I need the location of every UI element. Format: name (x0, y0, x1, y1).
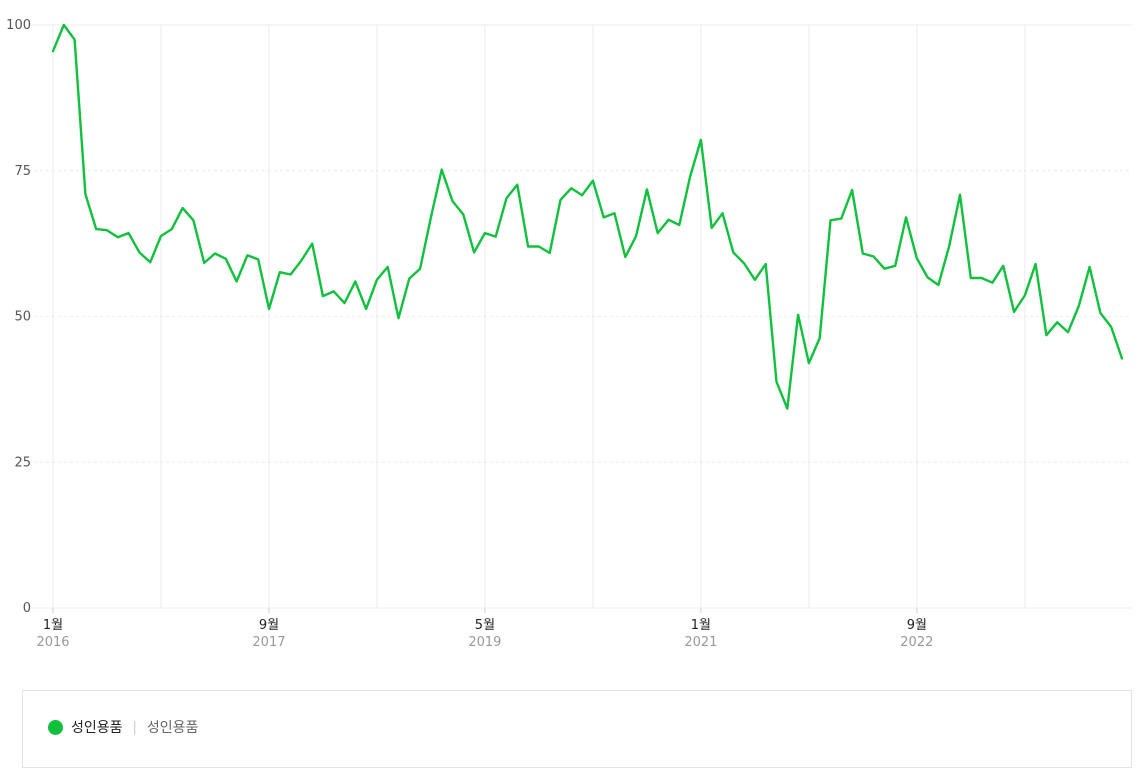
x-tick-month: 5월 (475, 618, 495, 633)
y-tick-label: 100 (6, 18, 31, 33)
y-tick-label: 0 (23, 601, 31, 616)
legend-separator: | (132, 719, 137, 735)
y-tick-label: 50 (14, 310, 31, 325)
x-tick-month: 9월 (259, 618, 279, 633)
x-axis: 1월 2016 9월 2017 5월 2019 1월 2021 9월 2022 (36, 608, 933, 650)
x-tick-year: 2021 (684, 635, 717, 650)
trend-chart: 0 25 50 75 100 1월 2016 9월 2017 5월 2019 1월 2021 9월 202… (6, 18, 1132, 650)
x-tick-month: 9월 (907, 618, 927, 633)
legend-dot-icon (48, 719, 63, 735)
x-tick-year: 2017 (252, 635, 285, 650)
y-tick-label: 75 (14, 164, 31, 179)
y-tick-label: 25 (14, 455, 31, 470)
y-axis: 0 25 50 75 100 (6, 18, 31, 616)
x-tick-month: 1월 (43, 618, 63, 633)
chart-grid (28, 24, 1132, 609)
x-tick-year: 2022 (900, 635, 933, 650)
x-tick-year: 2019 (468, 635, 501, 650)
legend-keyword: 성인용품 (146, 720, 199, 736)
legend-item[interactable]: 성인용품 | 성인용품 (48, 717, 198, 737)
series-line (51, 23, 1124, 410)
legend: 성인용품 | 성인용품 (22, 690, 1132, 768)
x-tick-year: 2016 (36, 635, 69, 650)
x-tick-month: 1월 (691, 618, 711, 633)
chart-series (51, 23, 1124, 410)
legend-series-name: 성인용품 (71, 720, 123, 736)
